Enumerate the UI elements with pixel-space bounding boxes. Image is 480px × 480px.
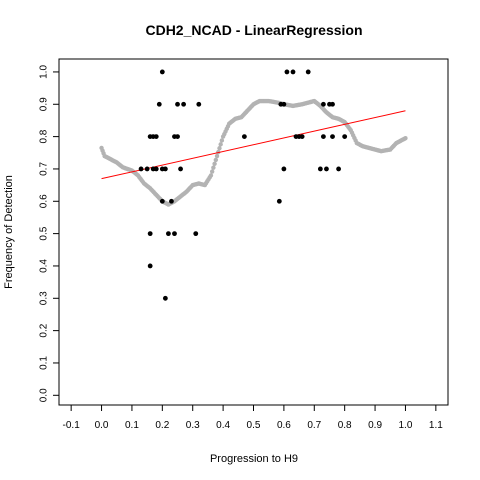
x-tick-label: 0.4 [216,420,230,431]
x-tick-label: 0.1 [125,420,139,431]
x-tick-label: 0.5 [247,420,261,431]
data-point [175,134,180,140]
data-point [147,263,153,269]
y-tick-label: 1.0 [39,65,50,79]
data-point [178,166,183,172]
y-axis-label: Frequency of Detection [3,175,15,289]
x-tick-label: 0.9 [368,420,382,431]
data-point [324,166,329,172]
y-tick-label: 0.1 [39,356,50,370]
data-point [320,134,326,140]
x-tick-label: 0.6 [277,420,291,431]
data-point [330,134,335,140]
data-point [159,69,165,75]
smooth-point [403,136,408,141]
data-point [196,101,202,107]
data-point [147,231,153,237]
data-point [175,101,180,107]
data-point [153,166,159,172]
y-axis: 0.0 0.1 0.2 0.3 0.4 0.5 0.6 0.7 0.8 0.9 1.0 [39,65,59,402]
smooth-point [218,142,223,147]
data-point [193,231,199,237]
data-point [284,69,290,75]
data-point [305,69,311,75]
plot-frame [58,58,449,406]
data-point [181,101,187,107]
y-tick-label: 0.2 [39,323,50,337]
y-tick-label: 0.5 [39,226,50,240]
y-tick-label: 0.4 [39,259,50,273]
smooth-point [219,138,225,143]
data-point [156,101,162,107]
x-tick-label: 0.7 [307,420,321,431]
chart-title: CDH2_NCAD - LinearRegression [145,22,362,38]
x-axis: -0.1 0.0 0.1 0.2 0.3 0.4 0.5 0.6 0.7 0.8 0.9 1.0 1.1 [63,405,443,431]
y-tick-label: 0.6 [39,194,50,208]
observed-points [138,69,348,301]
smooth-point [212,161,217,166]
data-point [281,101,287,107]
data-point [320,101,326,107]
y-tick-label: 0.9 [39,97,50,111]
data-point [169,198,174,204]
data-point [330,101,335,107]
smooth-point [214,153,220,159]
data-point [336,166,341,172]
x-tick-label: 0.0 [95,420,109,431]
data-point [290,69,296,75]
data-point [276,198,282,204]
data-point [162,166,168,172]
x-tick-label: 1.0 [399,420,413,431]
data-point [162,295,168,301]
smoothed-curve [99,98,408,207]
x-tick-label: 0.2 [155,420,169,431]
x-tick-label: 0.8 [338,420,352,431]
data-point [138,166,144,172]
x-tick-label: -0.1 [63,420,81,431]
data-point [342,134,348,140]
y-tick-label: 0.7 [39,162,50,176]
data-point [153,134,159,140]
y-tick-label: 0.0 [39,388,50,402]
data-point [166,231,171,237]
smooth-point [208,173,214,178]
smooth-point [209,169,215,174]
data-point [317,166,323,172]
data-point [281,166,287,172]
y-tick-label: 0.3 [39,291,50,305]
data-point [144,166,150,172]
x-axis-label: Progression to H9 [210,453,298,465]
data-point [299,134,305,140]
data-point [159,198,165,204]
smooth-point [217,146,222,151]
y-tick-label: 0.8 [39,129,50,143]
x-tick-label: 1.1 [429,420,443,431]
smooth-point [211,165,216,170]
data-point [172,231,177,237]
smooth-point [213,157,219,163]
x-tick-label: 0.3 [186,420,200,431]
data-point [241,134,247,140]
